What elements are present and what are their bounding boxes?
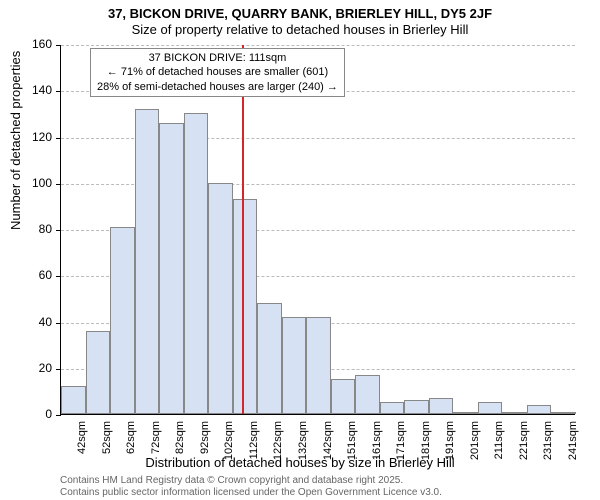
footer-licence: Contains public sector information licen…	[60, 487, 442, 498]
x-tick-label: 151sqm	[346, 421, 358, 471]
x-tick-label: 142sqm	[322, 421, 334, 471]
histogram-bar	[478, 402, 503, 414]
histogram-bar	[380, 402, 405, 414]
histogram-bar	[257, 303, 282, 414]
histogram-bar	[233, 199, 258, 414]
y-tick-label: 80	[0, 222, 52, 236]
histogram-bar	[61, 386, 86, 414]
x-tick-label: 82sqm	[174, 421, 186, 471]
chart-title-line2: Size of property relative to detached ho…	[0, 22, 600, 37]
annotation-line: 28% of semi-detached houses are larger (…	[97, 80, 338, 94]
x-tick-label: 181sqm	[420, 421, 432, 471]
x-tick-label: 171sqm	[395, 421, 407, 471]
y-tick-label: 160	[0, 37, 52, 51]
footer-copyright: Contains HM Land Registry data © Crown c…	[60, 475, 403, 486]
x-tick-label: 161sqm	[371, 421, 383, 471]
x-tick-label: 102sqm	[223, 421, 235, 471]
y-tick-label: 0	[0, 407, 52, 421]
chart-title-line1: 37, BICKON DRIVE, QUARRY BANK, BRIERLEY …	[0, 6, 600, 21]
x-tick-label: 72sqm	[150, 421, 162, 471]
grid-line	[61, 45, 575, 46]
x-tick-label: 211sqm	[493, 421, 505, 471]
annotation-line: 37 BICKON DRIVE: 111sqm	[97, 51, 338, 65]
y-tick-label: 120	[0, 130, 52, 144]
histogram-bar	[282, 317, 307, 414]
histogram-bar	[208, 183, 233, 414]
histogram-bar	[404, 400, 429, 414]
x-tick-label: 231sqm	[542, 421, 554, 471]
chart-plot-area	[60, 45, 575, 415]
x-tick-label: 122sqm	[272, 421, 284, 471]
x-tick-label: 132sqm	[297, 421, 309, 471]
y-tick-label: 100	[0, 176, 52, 190]
y-tick-label: 20	[0, 361, 52, 375]
histogram-bar	[502, 412, 527, 414]
histogram-bar	[86, 331, 111, 414]
x-tick-label: 201sqm	[469, 421, 481, 471]
x-tick-label: 241sqm	[567, 421, 579, 471]
y-tick-label: 140	[0, 83, 52, 97]
histogram-bar	[355, 375, 380, 414]
histogram-bar	[453, 412, 478, 414]
histogram-bar	[184, 113, 209, 414]
x-tick-label: 52sqm	[101, 421, 113, 471]
histogram-bar	[551, 412, 576, 414]
histogram-bar	[527, 405, 552, 414]
histogram-bar	[331, 379, 356, 414]
x-tick-label: 92sqm	[199, 421, 211, 471]
histogram-bar	[110, 227, 135, 414]
histogram-bar	[306, 317, 331, 414]
x-tick-label: 221sqm	[518, 421, 530, 471]
x-tick-label: 62sqm	[125, 421, 137, 471]
annotation-box: 37 BICKON DRIVE: 111sqm← 71% of detached…	[90, 48, 345, 97]
histogram-bar	[429, 398, 454, 414]
histogram-bar	[135, 109, 160, 414]
x-tick-label: 112sqm	[248, 421, 260, 471]
histogram-bar	[159, 123, 184, 414]
x-tick-label: 42sqm	[76, 421, 88, 471]
annotation-line: ← 71% of detached houses are smaller (60…	[97, 65, 338, 79]
y-tick-label: 40	[0, 315, 52, 329]
y-tick-label: 60	[0, 268, 52, 282]
reference-line	[242, 45, 244, 414]
x-tick-label: 191sqm	[444, 421, 456, 471]
